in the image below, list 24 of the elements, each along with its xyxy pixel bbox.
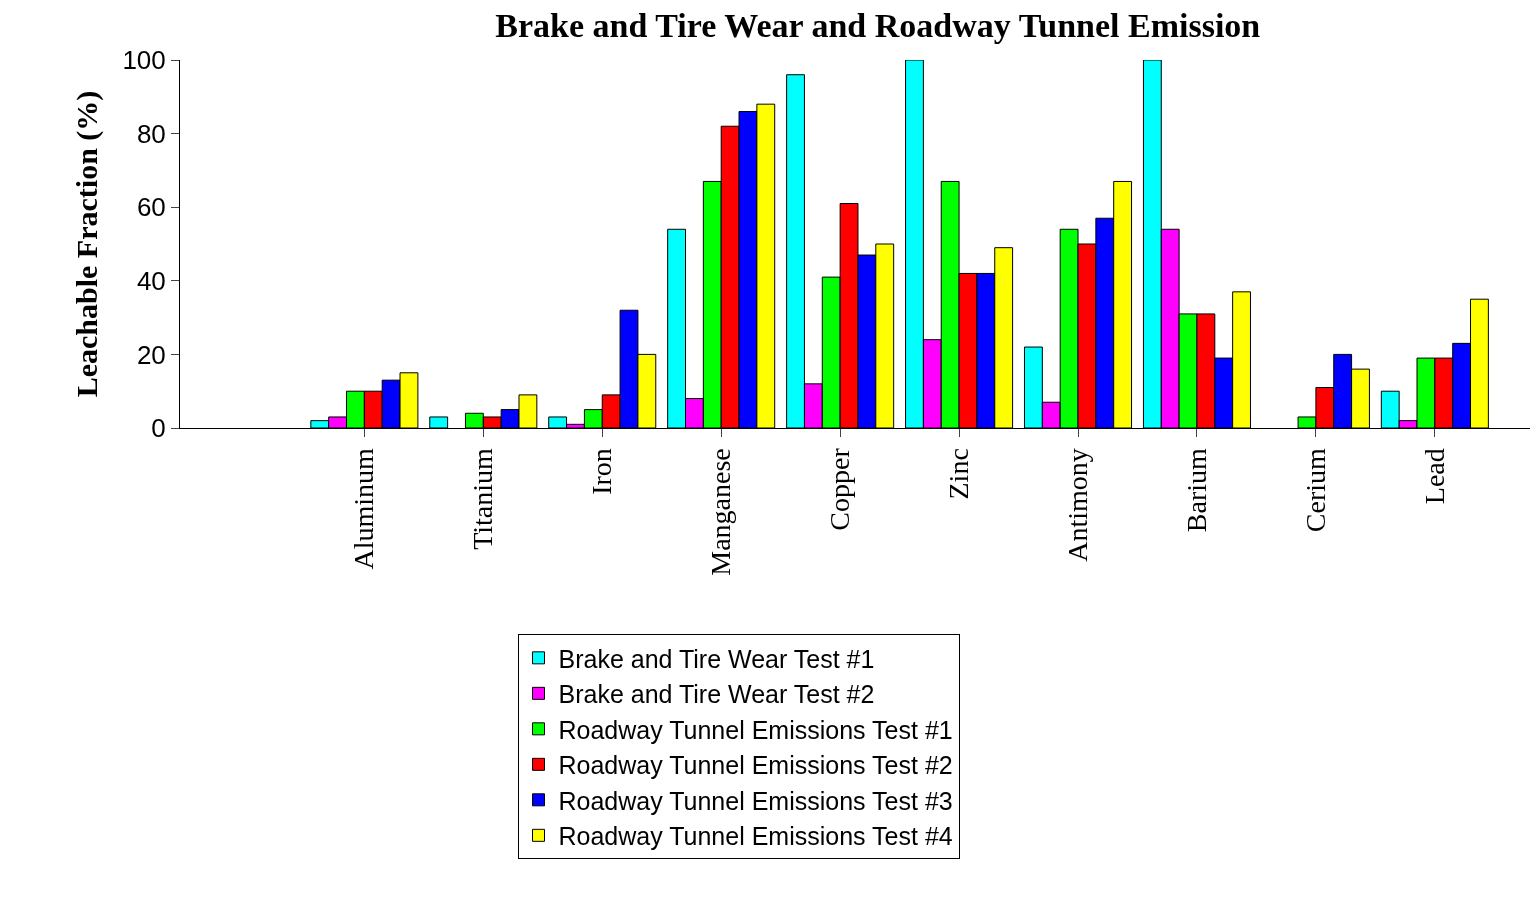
x-tick-label: Manganese bbox=[705, 448, 737, 576]
legend-label: Brake and Tire Wear Test #1 bbox=[558, 644, 875, 673]
legend-label: Roadway Tunnel Emissions Test #3 bbox=[558, 786, 953, 815]
legend-label: Roadway Tunnel Emissions Test #2 bbox=[558, 751, 953, 780]
y-tick-label: 40 bbox=[136, 265, 166, 296]
x-tick-label: Cerium bbox=[1300, 447, 1331, 533]
y-axis-title: Leachable Fraction (%) bbox=[70, 90, 105, 398]
x-tick-label: Lead bbox=[1418, 448, 1450, 505]
chart-title: Brake and Tire Wear and Roadway Tunnel Emission bbox=[495, 7, 1261, 45]
y-tick-label: 0 bbox=[151, 413, 166, 444]
legend-label: Roadway Tunnel Emissions Test #4 bbox=[558, 822, 953, 851]
x-tick-label: Titanium bbox=[467, 447, 499, 550]
legend-label: Brake and Tire Wear Test #2 bbox=[558, 680, 875, 709]
x-tick-label: Antimony bbox=[1062, 448, 1094, 562]
x-tick-label: Iron bbox=[586, 448, 618, 495]
x-tick-label: Aluminum bbox=[348, 447, 380, 570]
x-tick-label: Barium bbox=[1181, 447, 1213, 533]
x-tick-label: Copper bbox=[824, 447, 856, 531]
legend-label: Roadway Tunnel Emissions Test #1 bbox=[558, 715, 953, 744]
x-tick-label: Zinc bbox=[943, 448, 975, 500]
y-tick-label: 20 bbox=[136, 339, 166, 370]
y-tick-label: 60 bbox=[136, 192, 166, 223]
y-tick-label: 80 bbox=[136, 118, 166, 149]
y-tick-label: 100 bbox=[122, 45, 166, 76]
